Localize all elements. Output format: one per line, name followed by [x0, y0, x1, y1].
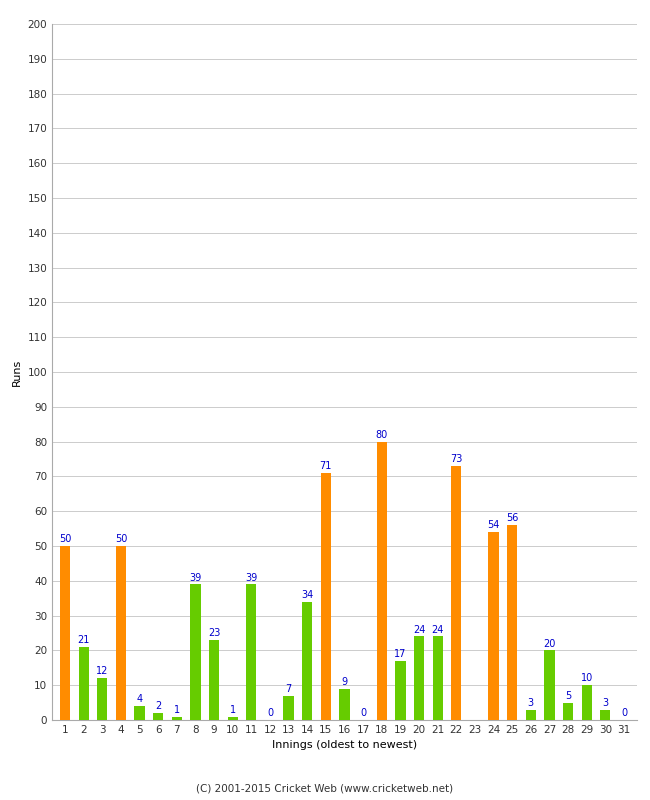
Bar: [135, 706, 145, 720]
Bar: [209, 640, 219, 720]
Text: 10: 10: [580, 674, 593, 683]
Bar: [600, 710, 610, 720]
Bar: [116, 546, 126, 720]
Bar: [79, 647, 89, 720]
Text: 73: 73: [450, 454, 462, 464]
Bar: [172, 717, 182, 720]
Text: 4: 4: [136, 694, 142, 704]
Text: 1: 1: [229, 705, 236, 714]
Bar: [302, 602, 313, 720]
Text: 80: 80: [376, 430, 388, 440]
Text: 34: 34: [301, 590, 313, 600]
Bar: [98, 678, 107, 720]
Text: (C) 2001-2015 Cricket Web (www.cricketweb.net): (C) 2001-2015 Cricket Web (www.cricketwe…: [196, 784, 454, 794]
Text: 24: 24: [432, 625, 444, 634]
Bar: [60, 546, 70, 720]
Text: 17: 17: [394, 649, 407, 659]
Text: 9: 9: [341, 677, 348, 687]
Text: 3: 3: [603, 698, 608, 708]
Text: 7: 7: [285, 684, 292, 694]
Text: 12: 12: [96, 666, 109, 677]
Bar: [339, 689, 350, 720]
Bar: [507, 525, 517, 720]
Text: 5: 5: [565, 691, 571, 701]
Bar: [283, 696, 294, 720]
Bar: [320, 473, 331, 720]
Text: 1: 1: [174, 705, 180, 714]
Bar: [582, 685, 592, 720]
Y-axis label: Runs: Runs: [12, 358, 22, 386]
Bar: [544, 650, 554, 720]
Text: 0: 0: [267, 708, 273, 718]
Text: 24: 24: [413, 625, 425, 634]
Bar: [376, 442, 387, 720]
Text: 71: 71: [320, 461, 332, 471]
Text: 54: 54: [488, 520, 500, 530]
Text: 39: 39: [189, 573, 202, 582]
Text: 3: 3: [528, 698, 534, 708]
Text: 0: 0: [360, 708, 366, 718]
Text: 39: 39: [245, 573, 257, 582]
Text: 50: 50: [59, 534, 72, 544]
Text: 0: 0: [621, 708, 627, 718]
Bar: [432, 637, 443, 720]
Bar: [395, 661, 406, 720]
Text: 21: 21: [77, 635, 90, 645]
Text: 23: 23: [208, 628, 220, 638]
Bar: [414, 637, 424, 720]
Bar: [526, 710, 536, 720]
Text: 2: 2: [155, 702, 161, 711]
Bar: [451, 466, 462, 720]
Bar: [190, 584, 201, 720]
Bar: [488, 532, 499, 720]
Bar: [227, 717, 238, 720]
Bar: [563, 702, 573, 720]
Text: 20: 20: [543, 638, 556, 649]
Bar: [153, 713, 163, 720]
Text: 50: 50: [115, 534, 127, 544]
Text: 56: 56: [506, 514, 518, 523]
Bar: [246, 584, 257, 720]
X-axis label: Innings (oldest to newest): Innings (oldest to newest): [272, 741, 417, 750]
